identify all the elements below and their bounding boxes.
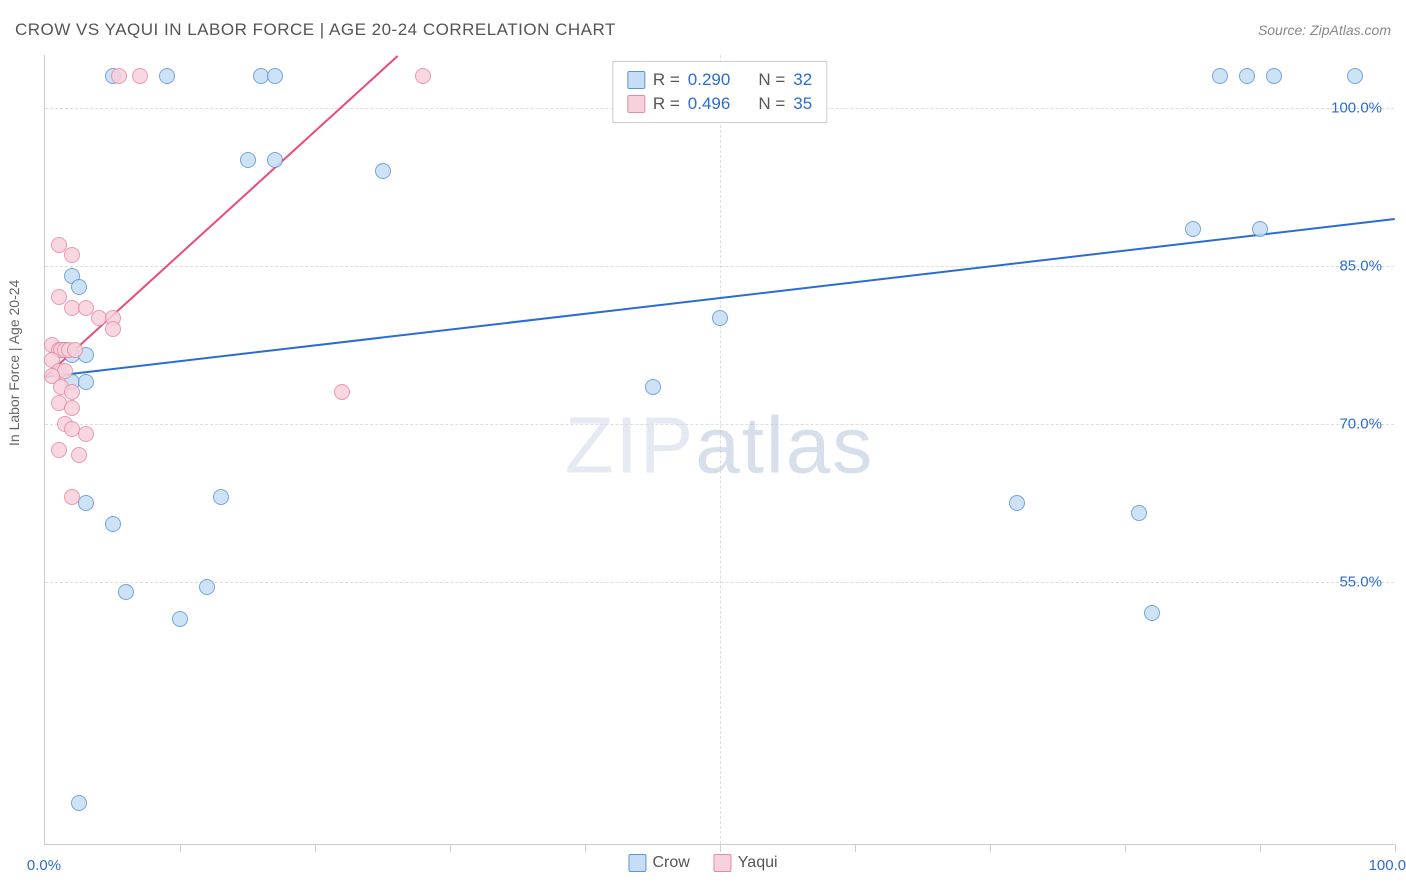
scatter-point <box>1239 68 1255 84</box>
scatter-point <box>67 342 83 358</box>
x-tick <box>1395 844 1396 852</box>
x-tick <box>1260 844 1261 852</box>
scatter-point <box>64 489 80 505</box>
legend-n-value: 35 <box>793 94 812 114</box>
legend-series-item: Yaqui <box>714 854 778 872</box>
x-tick <box>720 844 721 852</box>
scatter-point <box>51 442 67 458</box>
scatter-point <box>64 400 80 416</box>
scatter-point <box>1009 495 1025 511</box>
x-tick-label-left: 0.0% <box>27 857 61 874</box>
scatter-point <box>118 584 134 600</box>
y-axis-title: In Labor Force | Age 20-24 <box>6 280 22 446</box>
gridline-vertical <box>720 55 721 844</box>
scatter-point <box>64 247 80 263</box>
scatter-point <box>105 321 121 337</box>
scatter-point <box>334 384 350 400</box>
legend-series-label: Crow <box>652 854 689 871</box>
scatter-point <box>712 310 728 326</box>
y-tick-label: 70.0% <box>1339 415 1382 432</box>
x-tick <box>1125 844 1126 852</box>
x-tick <box>990 844 991 852</box>
scatter-point <box>1266 68 1282 84</box>
scatter-point <box>415 68 431 84</box>
scatter-point <box>71 279 87 295</box>
scatter-point <box>240 152 256 168</box>
scatter-point <box>1185 221 1201 237</box>
legend-r-label: R = <box>653 94 680 114</box>
scatter-point <box>132 68 148 84</box>
watermark-text-b: atlas <box>695 400 874 489</box>
legend-swatch <box>627 71 645 89</box>
legend-r-value: 0.496 <box>688 94 731 114</box>
y-tick-label: 55.0% <box>1339 573 1382 590</box>
x-tick <box>315 844 316 852</box>
legend-n-label: N = <box>758 94 785 114</box>
legend-correlation-row: R = 0.290 N = 32 <box>627 68 812 92</box>
plot-area: ZIPatlas R = 0.290 N = 32 R = 0.496 N = 35 55.0… <box>44 55 1394 845</box>
scatter-point <box>71 447 87 463</box>
x-tick-label-right: 100.0% <box>1369 857 1406 874</box>
scatter-point <box>1212 68 1228 84</box>
scatter-point <box>172 611 188 627</box>
scatter-point <box>375 163 391 179</box>
scatter-point <box>78 374 94 390</box>
scatter-point <box>1131 505 1147 521</box>
watermark-text-a: ZIP <box>565 400 695 489</box>
x-tick <box>855 844 856 852</box>
legend-correlation: R = 0.290 N = 32 R = 0.496 N = 35 <box>612 61 827 123</box>
legend-series-item: Crow <box>628 854 689 872</box>
scatter-point <box>159 68 175 84</box>
legend-correlation-row: R = 0.496 N = 35 <box>627 92 812 116</box>
scatter-point <box>64 384 80 400</box>
scatter-point <box>78 426 94 442</box>
legend-n-value: 32 <box>793 70 812 90</box>
legend-swatch <box>714 854 732 872</box>
legend-r-label: R = <box>653 70 680 90</box>
x-tick <box>450 844 451 852</box>
legend-swatch <box>628 854 646 872</box>
y-tick-label: 85.0% <box>1339 257 1382 274</box>
chart-title: CROW VS YAQUI IN LABOR FORCE | AGE 20-24… <box>15 20 616 40</box>
y-tick-label: 100.0% <box>1331 99 1382 116</box>
legend-series: Crow Yaqui <box>628 854 777 872</box>
scatter-point <box>645 379 661 395</box>
scatter-point <box>1252 221 1268 237</box>
scatter-point <box>1144 605 1160 621</box>
scatter-point <box>267 68 283 84</box>
x-tick <box>585 844 586 852</box>
legend-n-label: N = <box>758 70 785 90</box>
scatter-point <box>213 489 229 505</box>
x-tick <box>180 844 181 852</box>
chart-container: CROW VS YAQUI IN LABOR FORCE | AGE 20-24… <box>0 0 1406 892</box>
scatter-point <box>1347 68 1363 84</box>
legend-series-label: Yaqui <box>738 854 778 871</box>
scatter-point <box>105 516 121 532</box>
scatter-point <box>71 795 87 811</box>
legend-r-value: 0.290 <box>688 70 731 90</box>
chart-source: Source: ZipAtlas.com <box>1258 22 1391 38</box>
trend-line <box>44 55 398 378</box>
scatter-point <box>267 152 283 168</box>
scatter-point <box>199 579 215 595</box>
scatter-point <box>111 68 127 84</box>
legend-swatch <box>627 95 645 113</box>
